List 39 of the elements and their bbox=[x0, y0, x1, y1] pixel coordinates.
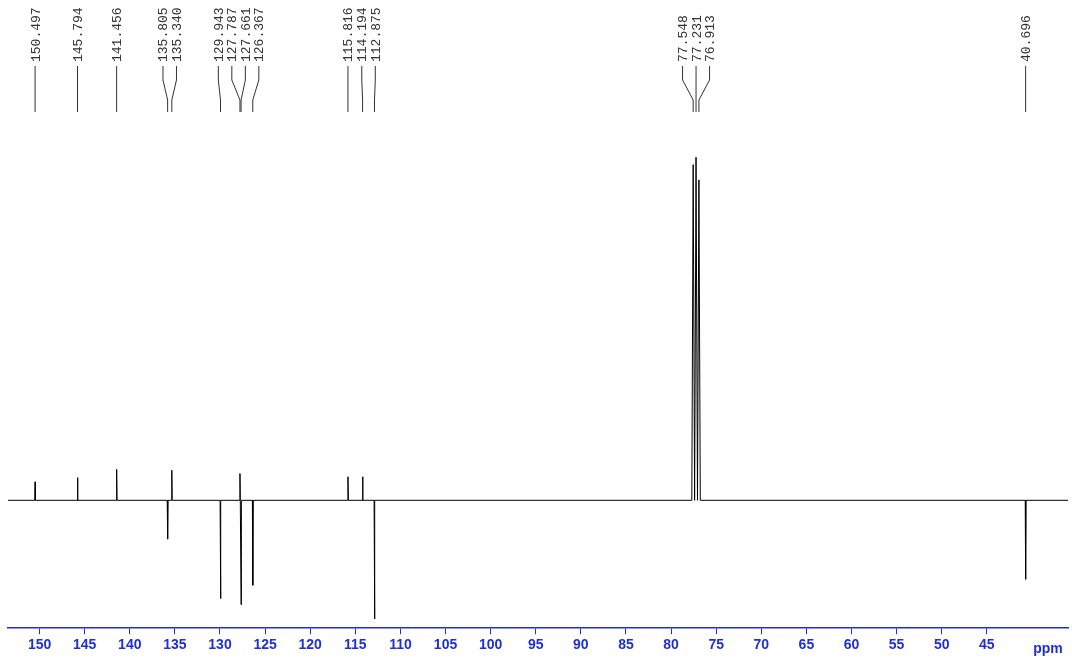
x-tick-label: 150 bbox=[27, 636, 52, 653]
x-tick-label: 135 bbox=[163, 636, 187, 653]
annotation: 77.548 bbox=[676, 15, 692, 62]
x-tick-label: 130 bbox=[208, 636, 232, 653]
annotation: 77.231 bbox=[689, 14, 705, 62]
annotation: 150.497 bbox=[28, 7, 44, 62]
x-tick-label: 45 bbox=[979, 636, 995, 653]
x-tick-label: 100 bbox=[478, 636, 503, 653]
x-tick-label: 95 bbox=[527, 636, 544, 653]
x-tick-label: 125 bbox=[253, 636, 277, 653]
x-tick-label: 55 bbox=[888, 636, 905, 653]
x-tick-label: 140 bbox=[118, 636, 142, 653]
x-tick-label: 90 bbox=[573, 636, 589, 653]
annotation: 115.816 bbox=[341, 7, 357, 62]
x-tick-label: 75 bbox=[708, 636, 725, 653]
x-tick-label: 115 bbox=[344, 636, 367, 653]
x-tick-label: 145 bbox=[73, 636, 97, 653]
annotation: 114.194 bbox=[355, 7, 371, 62]
x-tick-label: 105 bbox=[433, 636, 458, 653]
x-tick-label: 85 bbox=[618, 636, 634, 653]
annotation: 112.875 bbox=[368, 7, 384, 62]
annotation: 129.943 bbox=[211, 7, 227, 62]
x-tick-label: 60 bbox=[843, 636, 860, 653]
x-tick-label: 80 bbox=[663, 636, 680, 653]
annotation: 40.696 bbox=[1019, 15, 1035, 62]
x-tick-label: 70 bbox=[753, 636, 770, 653]
annotation: 127.787 bbox=[225, 7, 241, 62]
annotation: 135.340 bbox=[169, 7, 185, 62]
annotation: 135.805 bbox=[156, 7, 172, 62]
annotation: 141.456 bbox=[110, 7, 126, 62]
annotation: 145.794 bbox=[71, 7, 87, 62]
x-tick-label: 65 bbox=[798, 636, 815, 653]
x-tick-label: 50 bbox=[933, 636, 950, 653]
annotation: 126.367 bbox=[252, 7, 268, 62]
x-tick-label: 110 bbox=[389, 636, 412, 653]
x-axis-title: ppm bbox=[1033, 640, 1063, 657]
x-tick-label: 120 bbox=[298, 636, 323, 653]
annotation: 76.913 bbox=[703, 15, 719, 62]
annotation: 127.661 bbox=[238, 7, 254, 62]
